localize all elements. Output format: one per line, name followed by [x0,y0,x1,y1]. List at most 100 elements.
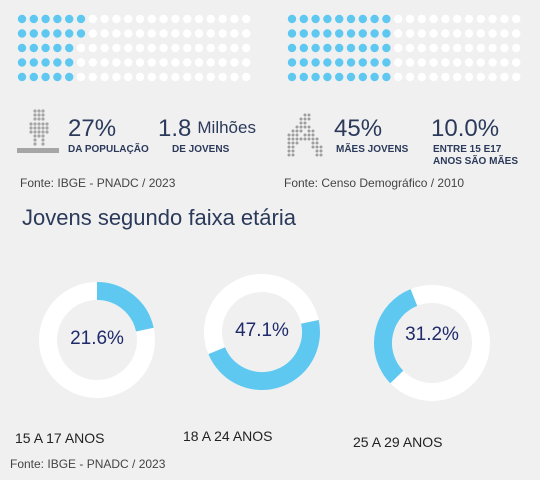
waffle-dot-filled [358,29,367,38]
waffle-dot-empty [194,58,204,67]
waffle-dot-empty [476,14,485,24]
waffle-dot-empty [453,29,462,38]
waffle-dot-filled [382,14,391,24]
donut-slice [96,282,154,332]
waffle-dot-filled [287,58,297,67]
waffle-dot-empty [464,43,474,53]
waffle-dot-empty [488,43,497,53]
waffle-dot-empty [159,14,168,24]
waffle-dot-filled [17,58,27,67]
waffle-dot-empty [194,14,204,24]
waffle-dot-empty [441,14,450,24]
waffle-dot-filled [41,14,50,24]
waffle-dot-empty [230,14,239,24]
waffle-dot-empty [194,43,204,53]
waffle-dot-empty [147,29,156,38]
waffle-dot-empty [194,29,204,38]
waffle-dot-empty [88,72,98,82]
donut-value-label: 21.6% [70,328,124,349]
waffle-dot-empty [76,43,86,53]
waffle-dot-filled [53,29,62,38]
waffle-dot-empty [488,72,497,82]
waffle-dot-empty [171,29,180,38]
waffle-dot-empty [453,58,462,67]
waffle-dot-filled [323,29,332,38]
waffle-dot-empty [417,29,426,38]
waffle-dot-filled [299,58,308,67]
waffle-dot-filled [358,72,367,82]
waffle-dot-empty [488,58,497,67]
waffle-dot-empty [488,14,497,24]
waffle-dot-empty [405,72,415,82]
waffle-dot-empty [476,43,485,53]
waffle-dot-empty [417,43,426,53]
waffle-dot-empty [100,43,109,53]
age-category-label: 18 A 24 ANOS [183,428,273,444]
donut-slice [374,289,418,384]
waffle-dot-filled [41,29,50,38]
waffle-dot-empty [441,58,450,67]
waffle-dot-empty [76,72,86,82]
waffle-dot-empty [183,29,192,38]
waffle-dot-empty [405,43,415,53]
waffle-dot-empty [100,58,109,67]
waffle-dot-empty [230,29,239,38]
waffle-dot-empty [135,14,145,24]
waffle-dot-filled [335,29,344,38]
waffle-mothers [287,14,523,86]
waffle-dot-filled [346,43,356,53]
waffle-dot-empty [218,14,227,24]
waffle-dot-filled [323,43,332,53]
mother-child-icon [283,112,327,165]
waffle-dot-empty [476,29,485,38]
donut-15-17 [39,282,155,398]
waffle-dot-filled [346,72,356,82]
waffle-dot-empty [159,58,168,67]
waffle-dot-empty [242,43,251,53]
waffle-dot-empty [394,72,403,82]
waffle-dot-empty [135,43,145,53]
waffle-dot-filled [346,29,356,38]
section-title: Jovens segundo faixa etária [22,205,296,230]
youth-count-unit: Milhões [197,118,256,137]
waffle-dot-empty [512,29,521,38]
waffle-dot-empty [242,14,251,24]
waffle-dot-empty [429,14,438,24]
waffle-dot-empty [206,29,215,38]
waffle-dot-empty [230,43,239,53]
population-percent: 27% [68,115,117,142]
waffle-dot-empty [88,58,98,67]
waffle-dot-empty [218,58,227,67]
donut-slice [208,319,320,390]
waffle-dot-empty [512,43,521,53]
age-category-label: 15 A 17 ANOS [15,430,105,446]
waffle-dot-filled [29,43,38,53]
waffle-dot-empty [112,58,121,67]
waffle-dot-filled [53,14,62,24]
waffle-dot-filled [311,43,320,53]
waffle-dot-filled [370,29,379,38]
waffle-dot-empty [429,58,438,67]
waffle-dot-empty [512,72,521,82]
waffle-dot-filled [287,43,297,53]
waffle-dot-empty [112,72,121,82]
donut-18-24 [204,274,320,390]
waffle-dot-filled [323,14,332,24]
waffle-dot-filled [17,14,27,24]
waffle-dot-filled [323,58,332,67]
waffle-dot-empty [417,72,426,82]
waffle-dot-filled [17,72,27,82]
youth-caption: DE JOVENS [172,144,230,155]
waffle-dot-filled [41,72,50,82]
waffle-dot-empty [405,14,415,24]
mothers-percent: 45% [334,115,383,142]
waffle-dot-empty [206,14,215,24]
waffle-dot-empty [218,72,227,82]
waffle-dot-empty [159,72,168,82]
waffle-dot-filled [311,72,320,82]
waffle-dot-empty [512,14,521,24]
waffle-dot-filled [65,58,74,67]
waffle-dot-empty [500,43,509,53]
waffle-dot-filled [29,58,38,67]
waffle-dot-filled [29,14,38,24]
